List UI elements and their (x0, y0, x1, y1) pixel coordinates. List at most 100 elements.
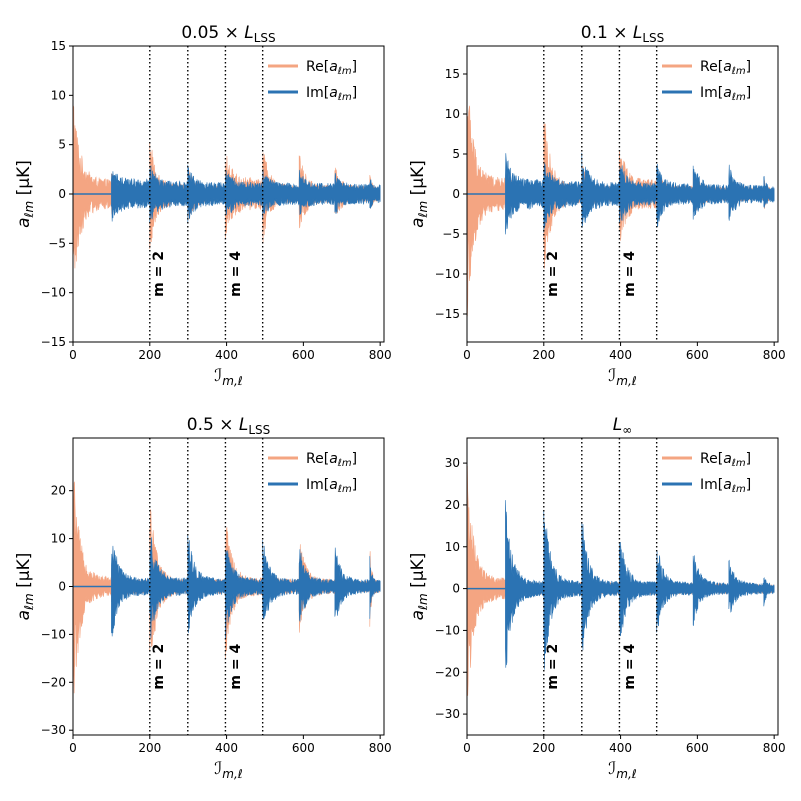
x-tick-label: 0 (463, 741, 471, 755)
y-tick-label: 0 (58, 580, 66, 594)
annotation-m-1: m = 2 (151, 644, 167, 690)
x-tick-label: 0 (69, 348, 77, 362)
series-im (467, 500, 775, 670)
x-axis-label-sub: m,ℓ (616, 374, 637, 388)
legend-label: Re[aℓm] (700, 59, 751, 77)
series-im-area (73, 164, 381, 224)
title-main: 0.05 × (181, 23, 244, 43)
legend: Re[aℓm] Im[aℓm] (268, 59, 357, 103)
series-im (73, 535, 381, 639)
annotation-m-2: m = 4 (228, 644, 244, 690)
series-im (467, 152, 775, 235)
y-tick-label: 20 (445, 498, 460, 512)
y-tick-label: 30 (445, 456, 460, 470)
y-tick-label: −10 (435, 623, 460, 637)
legend: Re[aℓm] Im[aℓm] (662, 451, 751, 495)
series-im (73, 164, 381, 224)
y-tick-label: −30 (435, 707, 460, 721)
series-im-area (467, 152, 775, 235)
panel-title: L∞ (613, 415, 632, 437)
y-axis-label-unit: [μK] (408, 553, 428, 594)
x-tick-label: 600 (686, 741, 709, 755)
y-tick-label: −30 (41, 723, 66, 737)
axes-frame (466, 437, 779, 736)
y-tick-label: 0 (58, 187, 66, 201)
x-tick-label: 800 (369, 348, 392, 362)
x-axis-label-main: ℐ (214, 366, 222, 386)
x-tick-label: 800 (763, 348, 786, 362)
series-im-area (73, 535, 381, 639)
y-tick-label: 10 (51, 88, 66, 102)
x-tick-label: 800 (763, 741, 786, 755)
title-main: 0.1 × (581, 23, 633, 43)
y-tick-label: 10 (445, 107, 460, 121)
y-tick-label: 0 (452, 187, 460, 201)
y-axis-label-main: a (408, 217, 428, 227)
legend: Re[aℓm] Im[aℓm] (268, 451, 357, 495)
y-axis-label-sub: ℓm (416, 201, 430, 219)
y-tick-label: −5 (442, 227, 460, 241)
x-axis-label-sub: m,ℓ (616, 767, 637, 781)
y-tick-label: 10 (51, 532, 66, 546)
x-tick-label: 600 (292, 741, 315, 755)
panel-title: 0.05 × LLSS (181, 23, 275, 45)
x-tick-label: 400 (609, 348, 632, 362)
x-tick-label: 400 (215, 348, 238, 362)
y-axis-label: aℓm [μK] (14, 160, 36, 228)
title-symbol: L (239, 415, 248, 435)
y-tick-label: −10 (41, 286, 66, 300)
x-tick-label: 0 (69, 741, 77, 755)
plot-area (467, 46, 775, 342)
panel-title: 0.1 × LLSS (581, 23, 665, 45)
x-tick-label: 600 (686, 348, 709, 362)
y-axis-label-main: a (408, 610, 428, 620)
panel-3: m = 2 m = 4 0 200 400 600 800 −30 −20 −10 0 10 20 0.5… (14, 415, 392, 781)
title-subscript: LSS (642, 31, 664, 45)
annotation-m-2: m = 4 (622, 644, 638, 690)
x-axis-label-main: ℐ (214, 759, 222, 779)
y-tick-label: −5 (48, 236, 66, 250)
y-tick-label: 10 (445, 540, 460, 554)
x-axis-label-main: ℐ (608, 366, 616, 386)
panel-1: m = 2 m = 4 0 200 400 600 800 −15 −10 −5 0 5 10 15 0.0… (14, 23, 392, 388)
x-tick-label: 400 (215, 741, 238, 755)
y-axis-label-unit: [μK] (14, 160, 34, 201)
y-axis-label-unit: [μK] (408, 160, 428, 201)
y-axis-label-main: a (14, 610, 34, 620)
title-subscript: LSS (254, 31, 276, 45)
x-tick-label: 0 (463, 348, 471, 362)
annotation-m-2: m = 4 (622, 251, 638, 297)
y-tick-label: 0 (452, 582, 460, 596)
y-tick-label: 5 (452, 147, 460, 161)
title-subscript: LSS (248, 423, 270, 437)
plot-area (73, 46, 381, 342)
legend: Re[aℓm] Im[aℓm] (662, 59, 751, 103)
y-axis-label-main: a (14, 217, 34, 227)
panel-title: 0.5 × LLSS (187, 415, 271, 437)
x-tick-label: 800 (369, 741, 392, 755)
title-symbol: L (633, 23, 642, 43)
panel-2: m = 2 m = 4 0 200 400 600 800 −15 −10 −5 0 5 10 15 0.1… (408, 23, 786, 388)
x-tick-label: 600 (292, 348, 315, 362)
y-tick-label: −10 (435, 267, 460, 281)
x-axis-label: ℐm,ℓ (608, 366, 637, 388)
x-axis-label-sub: m,ℓ (222, 767, 243, 781)
title-subscript: ∞ (622, 423, 632, 437)
annotation-m-1: m = 2 (151, 251, 167, 297)
x-axis-label-sub: m,ℓ (222, 374, 243, 388)
x-tick-label: 200 (138, 741, 161, 755)
x-tick-label: 200 (532, 741, 555, 755)
y-tick-label: −15 (41, 335, 66, 349)
y-tick-label: 20 (51, 484, 66, 498)
y-tick-label: −20 (435, 665, 460, 679)
x-axis-label: ℐm,ℓ (608, 759, 637, 781)
y-tick-label: 5 (58, 138, 66, 152)
panel-4: m = 2 m = 4 0 200 400 600 800 −30 −20 −10 0 10 20 30 L… (408, 415, 786, 781)
plot-area (73, 438, 381, 735)
x-tick-label: 200 (138, 348, 161, 362)
legend-label: Re[aℓm] (306, 59, 357, 77)
legend-label: Im[aℓm] (700, 477, 751, 495)
legend-label: Im[aℓm] (306, 477, 357, 495)
annotation-m-2: m = 4 (228, 251, 244, 297)
y-axis-label: aℓm [μK] (408, 553, 430, 621)
